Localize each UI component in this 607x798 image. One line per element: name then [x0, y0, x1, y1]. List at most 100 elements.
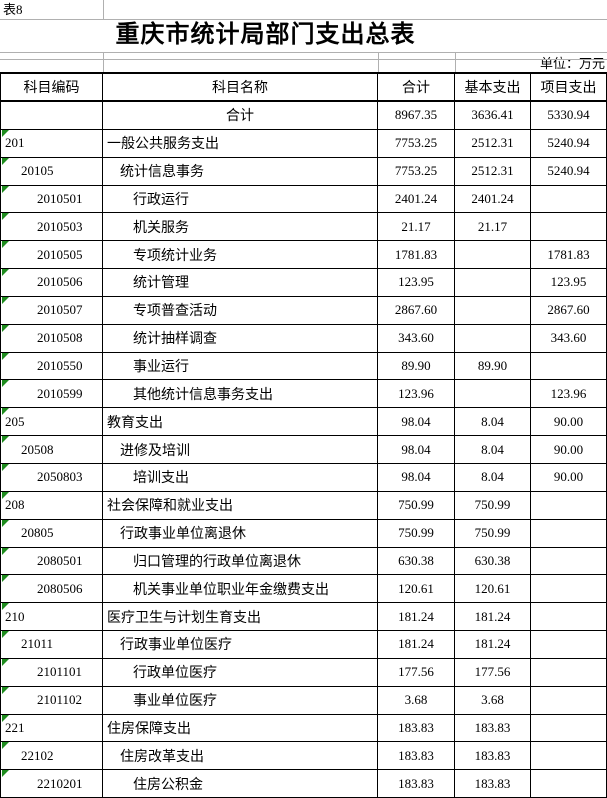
cell-total[interactable]: 181.24	[378, 603, 455, 631]
cell-project-expense[interactable]: 90.00	[531, 436, 607, 463]
cell-project-expense[interactable]: 2867.60	[531, 296, 607, 324]
cell-total[interactable]: 89.90	[378, 352, 455, 380]
cell-subject-code[interactable]: 20805	[0, 519, 103, 547]
cell-project-expense[interactable]: 90.00	[531, 408, 607, 436]
cell-subject-code[interactable]: 2101102	[0, 686, 103, 714]
cell-subject-name[interactable]: 事业运行	[103, 352, 378, 380]
cell-subject-name[interactable]: 统计信息事务	[103, 157, 378, 185]
cell-project-expense[interactable]	[531, 352, 607, 380]
cell-subject-name[interactable]: 行政事业单位离退休	[103, 519, 378, 547]
cell-basic-expense[interactable]: 8.04	[455, 463, 531, 491]
cell-total[interactable]: 7753.25	[378, 157, 455, 185]
cell-project-expense[interactable]	[531, 631, 607, 658]
cell-subject-name[interactable]: 机关服务	[103, 213, 378, 241]
cell-subject-code[interactable]: 2010599	[0, 380, 103, 408]
cell-total[interactable]: 8967.35	[378, 102, 455, 129]
cell-subject-code[interactable]: 221	[0, 714, 103, 742]
cell-subject-name[interactable]: 行政事业单位医疗	[103, 631, 378, 658]
cell-subject-name[interactable]: 统计抽样调查	[103, 324, 378, 352]
cell-project-expense[interactable]	[531, 714, 607, 742]
cell-subject-name[interactable]: 专项普查活动	[103, 296, 378, 324]
cell-total[interactable]: 177.56	[378, 658, 455, 686]
cell-project-expense[interactable]: 5240.94	[531, 157, 607, 185]
cell-total[interactable]: 630.38	[378, 547, 455, 575]
cell-basic-expense[interactable]: 183.83	[455, 714, 531, 742]
cell-basic-expense[interactable]	[455, 296, 531, 324]
cell-subject-code[interactable]: 210	[0, 603, 103, 631]
cell-project-expense[interactable]	[531, 603, 607, 631]
cell-total[interactable]: 120.61	[378, 575, 455, 603]
cell-project-expense[interactable]: 123.96	[531, 380, 607, 408]
header-subject-name[interactable]: 科目名称	[103, 74, 378, 100]
cell-project-expense[interactable]	[531, 742, 607, 770]
cell-total[interactable]: 98.04	[378, 463, 455, 491]
cell-subject-name[interactable]: 行政运行	[103, 185, 378, 213]
cell-project-expense[interactable]	[531, 491, 607, 519]
cell-subject-name[interactable]: 医疗卫生与计划生育支出	[103, 603, 378, 631]
cell-basic-expense[interactable]: 181.24	[455, 631, 531, 658]
cell-subject-code[interactable]: 2101101	[0, 658, 103, 686]
cell-subject-code[interactable]: 2080506	[0, 575, 103, 603]
cell-total[interactable]: 343.60	[378, 324, 455, 352]
cell-total[interactable]: 123.96	[378, 380, 455, 408]
cell-project-expense[interactable]: 343.60	[531, 324, 607, 352]
cell-subject-code[interactable]: 2010501	[0, 185, 103, 213]
cell-subject-code[interactable]: 2210201	[0, 770, 103, 798]
cell-subject-code[interactable]	[0, 102, 103, 129]
cell-basic-expense[interactable]: 750.99	[455, 519, 531, 547]
cell-subject-code[interactable]: 2010506	[0, 269, 103, 296]
cell-subject-name[interactable]: 培训支出	[103, 463, 378, 491]
cell-subject-code[interactable]: 201	[0, 129, 103, 157]
cell-basic-expense[interactable]	[455, 269, 531, 296]
cell-total[interactable]: 98.04	[378, 436, 455, 463]
cell-subject-name[interactable]: 其他统计信息事务支出	[103, 380, 378, 408]
cell-project-expense[interactable]	[531, 185, 607, 213]
cell-total[interactable]: 7753.25	[378, 129, 455, 157]
cell-total[interactable]: 183.83	[378, 742, 455, 770]
cell-basic-expense[interactable]: 2401.24	[455, 185, 531, 213]
cell-basic-expense[interactable]: 3636.41	[455, 102, 531, 129]
cell-subject-name[interactable]: 教育支出	[103, 408, 378, 436]
header-subject-code[interactable]: 科目编码	[0, 74, 103, 100]
cell-total[interactable]: 183.83	[378, 714, 455, 742]
cell-project-expense[interactable]: 123.95	[531, 269, 607, 296]
header-total[interactable]: 合计	[378, 74, 455, 100]
cell-project-expense[interactable]: 5330.94	[531, 102, 607, 129]
cell-total[interactable]: 1781.83	[378, 241, 455, 269]
cell-subject-code[interactable]: 20508	[0, 436, 103, 463]
cell-subject-name[interactable]: 一般公共服务支出	[103, 129, 378, 157]
cell-basic-expense[interactable]: 8.04	[455, 408, 531, 436]
cell-project-expense[interactable]	[531, 519, 607, 547]
cell-basic-expense[interactable]: 750.99	[455, 491, 531, 519]
header-basic-expense[interactable]: 基本支出	[455, 74, 531, 100]
cell-subject-name[interactable]: 住房公积金	[103, 770, 378, 798]
cell-project-expense[interactable]	[531, 575, 607, 603]
cell-basic-expense[interactable]: 21.17	[455, 213, 531, 241]
cell-subject-code[interactable]: 2010550	[0, 352, 103, 380]
cell-total[interactable]: 183.83	[378, 770, 455, 798]
cell-subject-name[interactable]: 专项统计业务	[103, 241, 378, 269]
cell-basic-expense[interactable]: 8.04	[455, 436, 531, 463]
cell-subject-name[interactable]: 进修及培训	[103, 436, 378, 463]
cell-basic-expense[interactable]	[455, 380, 531, 408]
cell-project-expense[interactable]: 90.00	[531, 463, 607, 491]
cell-basic-expense[interactable]: 2512.31	[455, 157, 531, 185]
cell-project-expense[interactable]: 1781.83	[531, 241, 607, 269]
cell-basic-expense[interactable]: 183.83	[455, 742, 531, 770]
cell-subject-code[interactable]: 21011	[0, 631, 103, 658]
cell-subject-name[interactable]: 统计管理	[103, 269, 378, 296]
cell-basic-expense[interactable]: 2512.31	[455, 129, 531, 157]
cell-basic-expense[interactable]: 183.83	[455, 770, 531, 798]
cell-basic-expense[interactable]: 177.56	[455, 658, 531, 686]
cell-basic-expense[interactable]: 630.38	[455, 547, 531, 575]
cell-total[interactable]: 2867.60	[378, 296, 455, 324]
cell-total[interactable]: 181.24	[378, 631, 455, 658]
sheet-label[interactable]: 表8	[3, 2, 23, 17]
cell-subject-code[interactable]: 2050803	[0, 463, 103, 491]
cell-total[interactable]: 98.04	[378, 408, 455, 436]
cell-basic-expense[interactable]: 3.68	[455, 686, 531, 714]
cell-basic-expense[interactable]: 120.61	[455, 575, 531, 603]
cell-subject-name[interactable]: 归口管理的行政单位离退休	[103, 547, 378, 575]
cell-subject-name[interactable]: 机关事业单位职业年金缴费支出	[103, 575, 378, 603]
cell-project-expense[interactable]	[531, 658, 607, 686]
